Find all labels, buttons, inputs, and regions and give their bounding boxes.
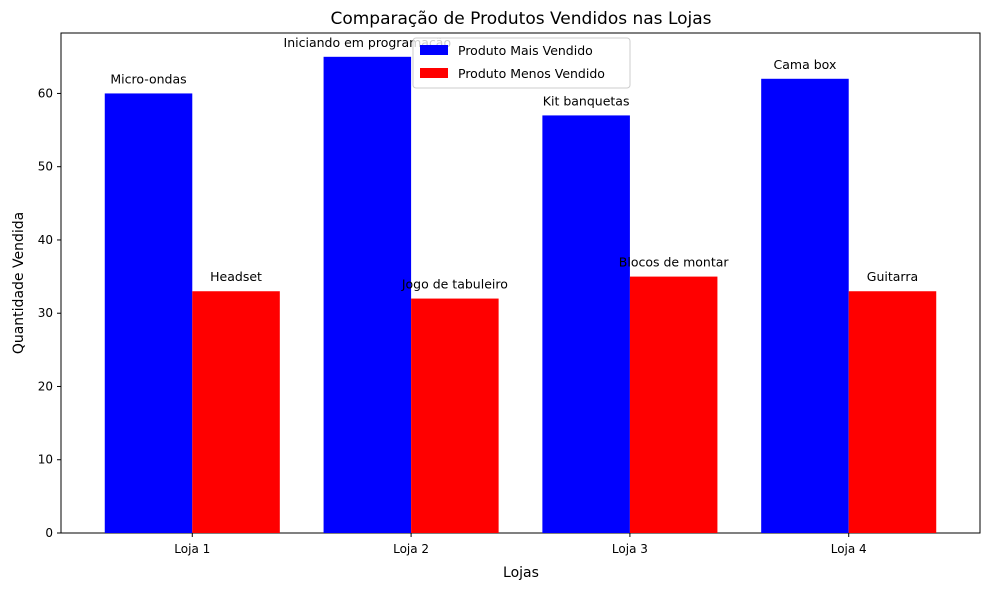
bar-labels-group: Micro-ondas Iniciando em programação Kit b…: [110, 35, 918, 292]
bar-label-most-sold-1: Micro-ondas: [110, 71, 186, 86]
y-tick-label: 40: [38, 233, 53, 247]
bar-least-sold-4: [848, 291, 937, 533]
bar-label-least-sold-3: Blocos de montar: [619, 255, 730, 270]
bar-most-sold-4: [761, 78, 849, 534]
bar-most-sold-1: [104, 93, 193, 533]
y-axis-ticks: 0 10 20 30 40 50 60: [38, 86, 61, 540]
bar-label-least-sold-2: Jogo de tabuleiro: [401, 277, 508, 292]
legend: Produto Mais Vendido Produto Menos Vendi…: [412, 37, 631, 89]
bar-label-most-sold-4: Cama box: [774, 57, 837, 72]
bars-group: [104, 56, 937, 534]
x-tick-label: Loja 4: [831, 542, 867, 556]
y-axis-label: Quantidade Vendida: [11, 212, 27, 354]
bar-most-sold-2: [323, 56, 412, 534]
legend-swatch-least-sold: [420, 68, 448, 78]
y-tick-label: 50: [38, 160, 53, 174]
y-tick-label: 10: [38, 453, 53, 467]
y-tick-label: 30: [38, 306, 53, 320]
chart-title: Comparação de Produtos Vendidos nas Loja…: [330, 9, 711, 29]
x-axis-ticks: Loja 1 Loja 2 Loja 3 Loja 4: [174, 533, 867, 556]
legend-label-least-sold: Produto Menos Vendido: [458, 66, 605, 81]
x-tick-label: Loja 3: [612, 542, 648, 556]
y-tick-label: 60: [38, 86, 53, 100]
bar-least-sold-2: [411, 298, 499, 533]
legend-label-most-sold: Produto Mais Vendido: [458, 43, 593, 58]
bar-most-sold-3: [542, 115, 630, 534]
x-axis-label: Lojas: [503, 565, 539, 581]
legend-swatch-most-sold: [420, 45, 448, 55]
bar-least-sold-3: [629, 276, 718, 533]
bar-label-least-sold-4: Guitarra: [867, 269, 918, 284]
bar-label-most-sold-3: Kit banquetas: [543, 93, 630, 108]
legend-frame: [412, 37, 631, 89]
bar-label-least-sold-1: Headset: [210, 269, 262, 284]
y-tick-label: 0: [45, 526, 53, 540]
y-tick-label: 20: [38, 379, 53, 393]
plot-area: Micro-ondas Iniciando em programação Kit b…: [38, 32, 981, 556]
bar-label-most-sold-2: Iniciando em programação: [284, 35, 452, 50]
x-tick-label: Loja 2: [393, 542, 429, 556]
x-tick-label: Loja 1: [174, 542, 210, 556]
bar-least-sold-1: [192, 291, 280, 533]
